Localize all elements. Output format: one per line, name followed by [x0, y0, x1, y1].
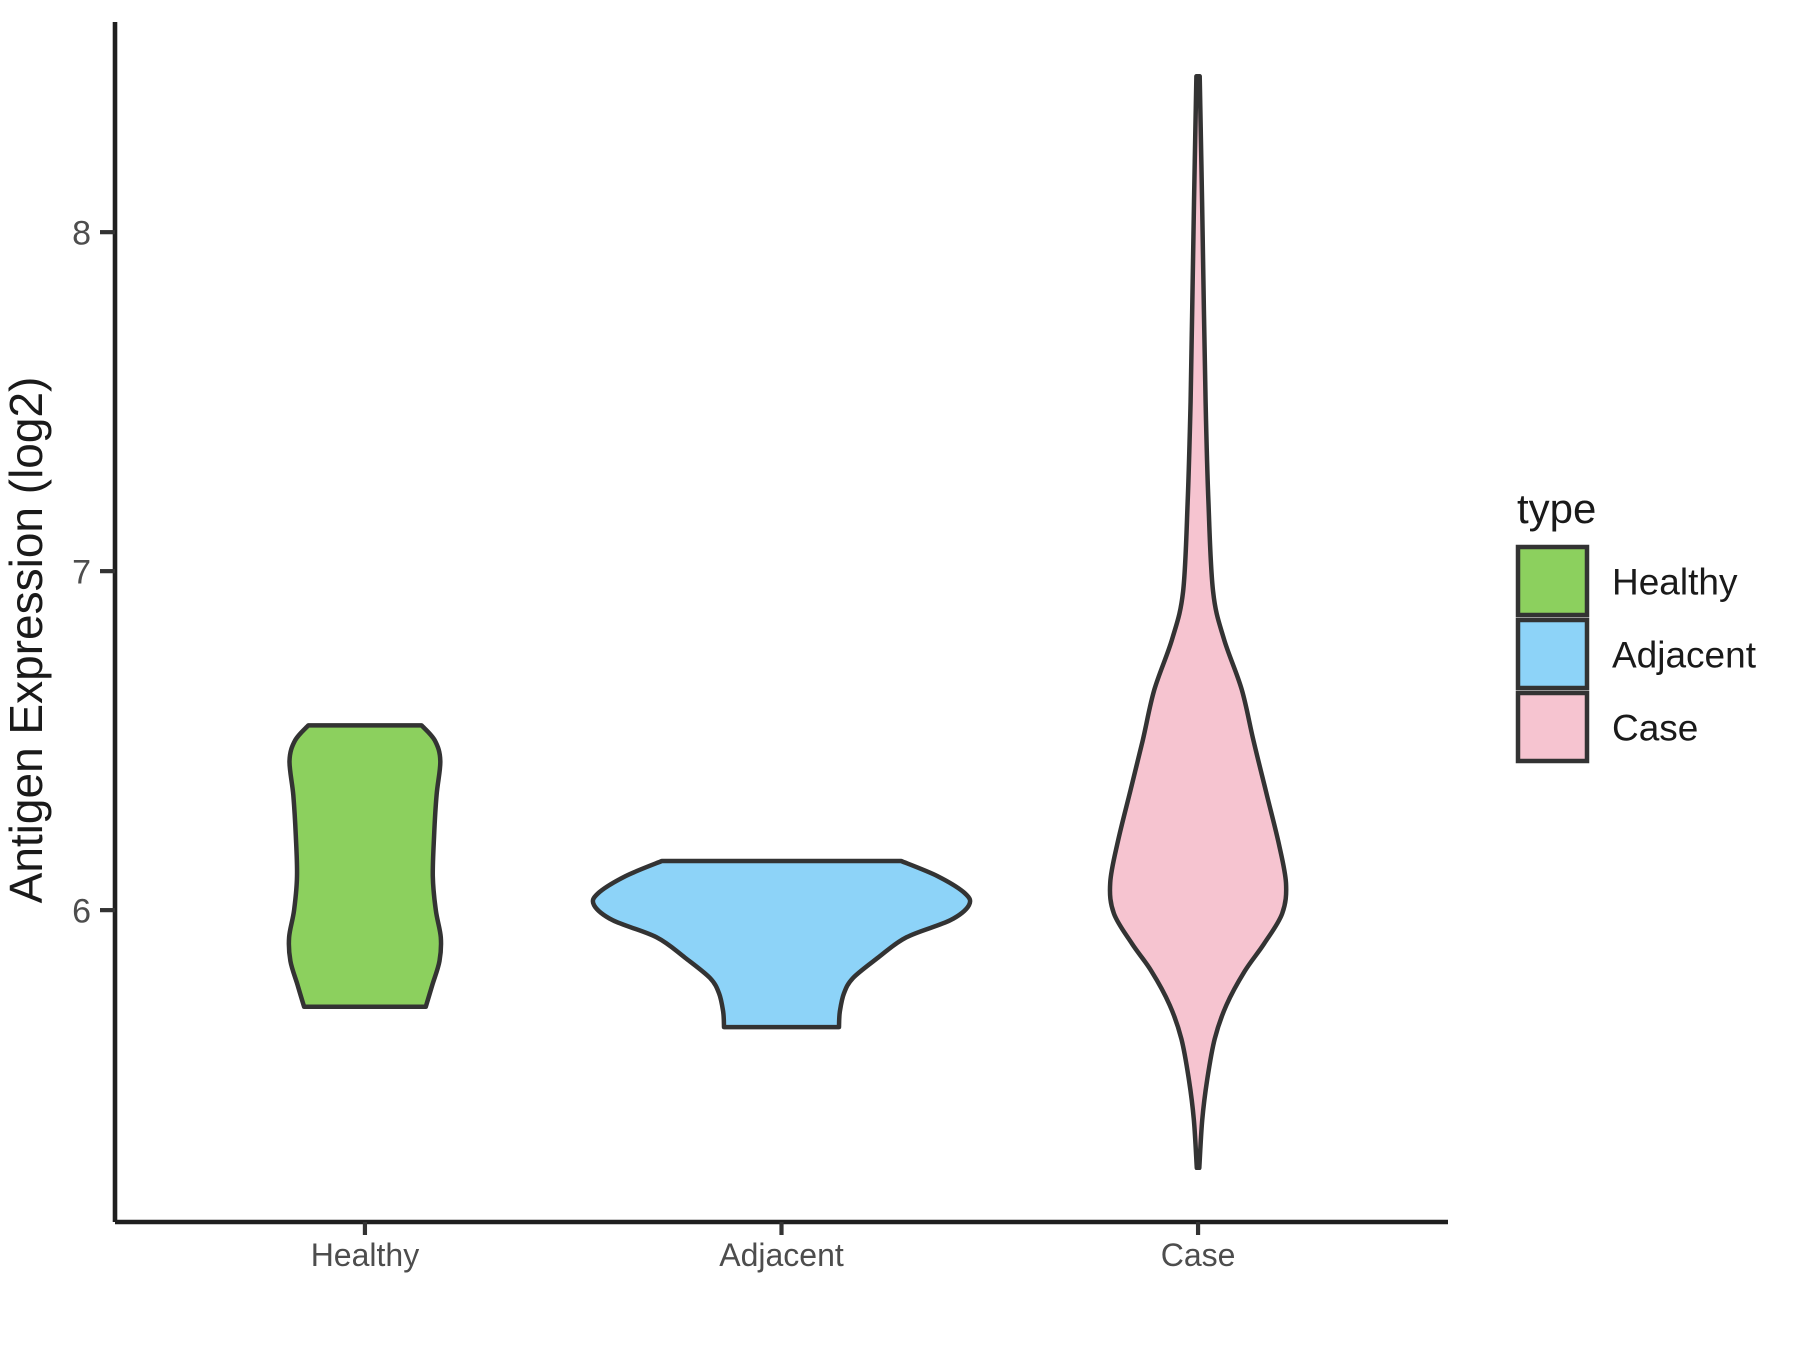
y-axis-title: Antigen Expression (log2): [0, 377, 52, 904]
violins-group: [286, 73, 1289, 1171]
legend-key-adjacent: [1515, 617, 1590, 691]
legend-label-case: Case: [1612, 707, 1698, 748]
legend-key-healthy: [1515, 544, 1590, 618]
y-tick-label-7: 7: [72, 553, 91, 591]
x-category-label-healthy: Healthy: [311, 1237, 420, 1273]
legend-label-healthy: Healthy: [1612, 561, 1738, 602]
legend-label-adjacent: Adjacent: [1612, 634, 1757, 675]
legend-key-case: [1515, 690, 1590, 764]
violin-case: [1107, 73, 1289, 1171]
y-tick-label-6: 6: [72, 892, 91, 930]
x-category-label-case: Case: [1161, 1237, 1236, 1273]
violin-adjacent: [590, 858, 973, 1030]
x-category-label-adjacent: Adjacent: [719, 1237, 844, 1273]
legend-group: type Healthy Adjacent Case: [1515, 485, 1757, 764]
y-tick-label-8: 8: [72, 214, 91, 252]
violin-healthy: [286, 723, 444, 1009]
axis-labels-group: 6 7 8 Healthy Adjacent Case Antigen Expression…: [0, 214, 1235, 1273]
legend-title: type: [1517, 485, 1596, 532]
